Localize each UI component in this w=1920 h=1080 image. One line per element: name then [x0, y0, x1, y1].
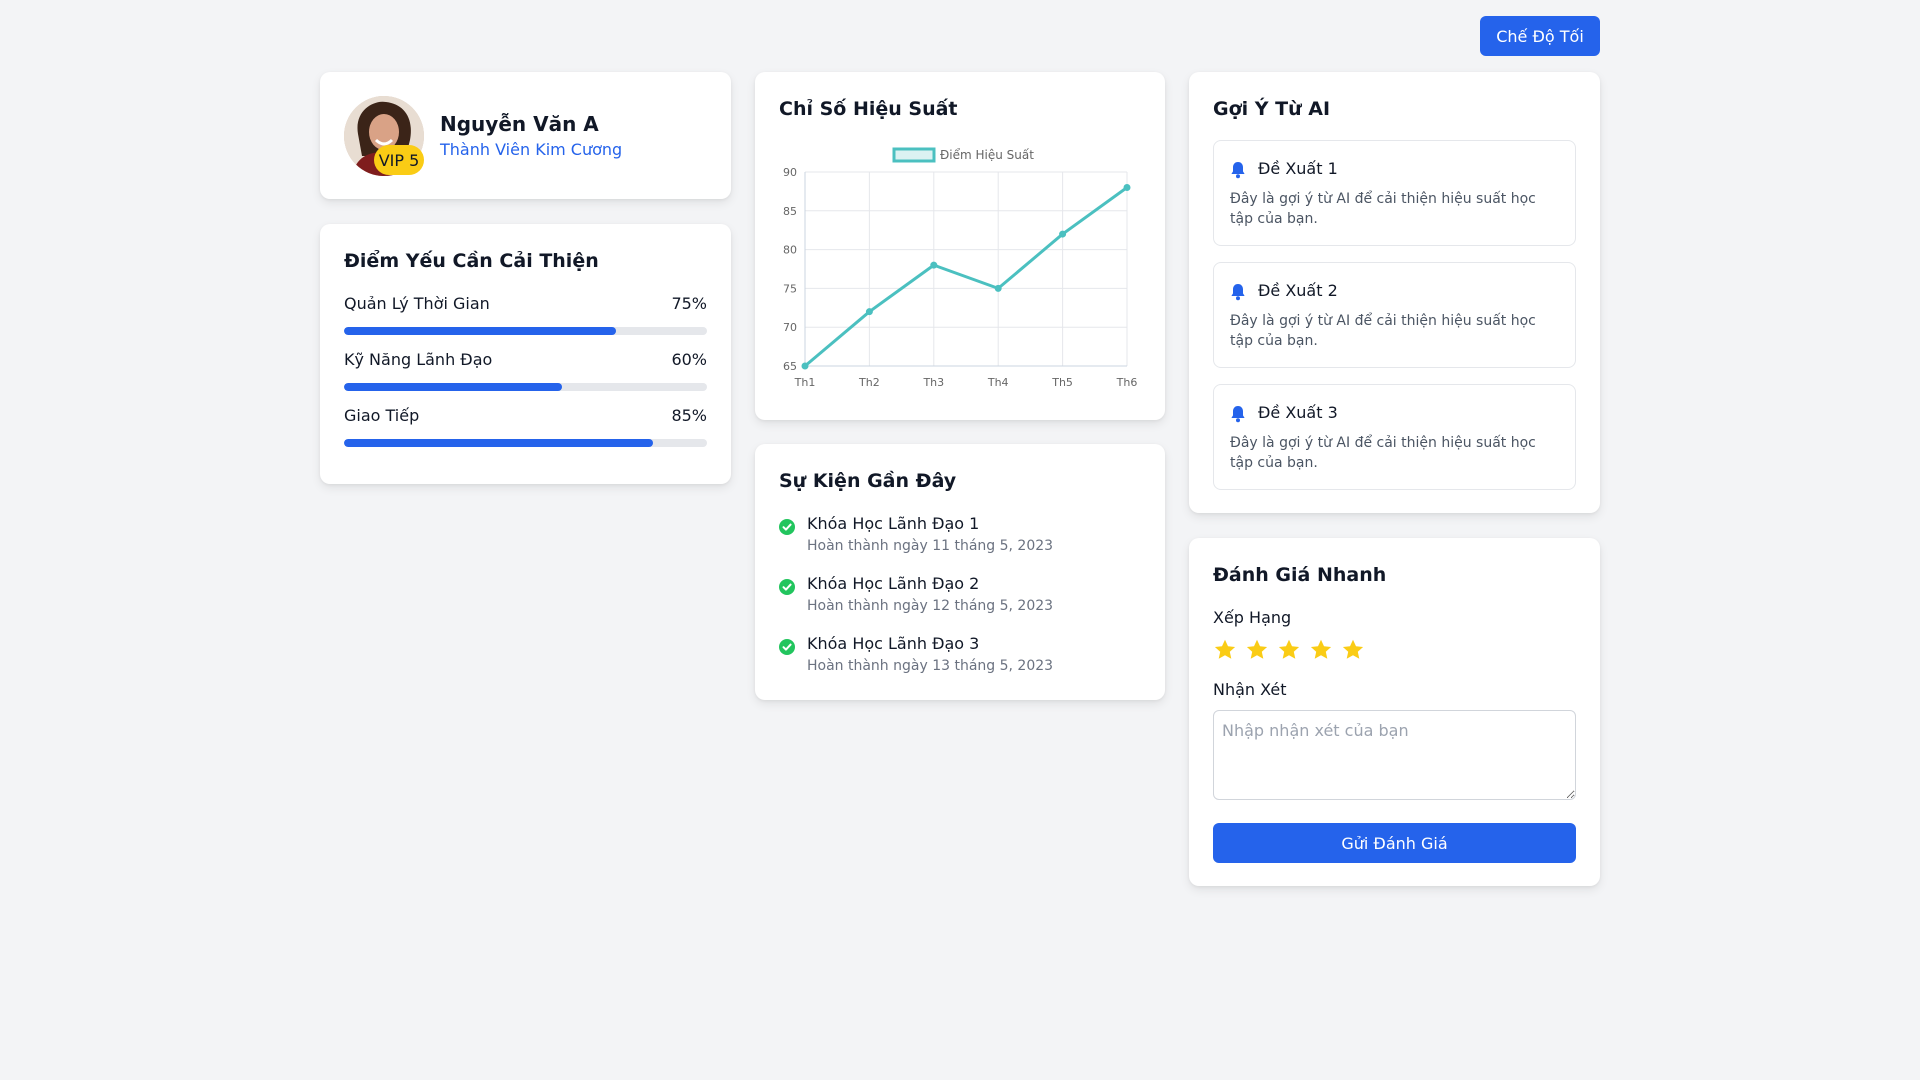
skill-percent: 60% [671, 350, 707, 369]
star-icon[interactable] [1277, 638, 1301, 662]
rating-label: Xếp Hạng [1213, 608, 1292, 627]
recent-events-card: Sự Kiện Gần Đây Khóa Học Lãnh Đạo 1 Hoàn… [755, 444, 1165, 700]
event-date: Hoàn thành ngày 12 tháng 5, 2023 [807, 598, 1054, 614]
weak-points-title: Điểm Yếu Cần Cải Thiện [344, 250, 599, 272]
progress-bar [344, 327, 707, 335]
skill-label: Kỹ Năng Lãnh Đạo [344, 350, 493, 369]
star-rating[interactable] [1213, 638, 1365, 662]
profile-card: VIP 5 Nguyễn Văn A Thành Viên Kim Cương [320, 72, 731, 199]
progress-fill [344, 439, 653, 447]
quick-review-title: Đánh Giá Nhanh [1213, 564, 1387, 586]
y-tick-label: 65 [783, 360, 797, 373]
progress-fill [344, 383, 562, 391]
x-tick-label: Th1 [794, 376, 816, 389]
skill-leadership: Kỹ Năng Lãnh Đạo 60% [344, 350, 707, 391]
membership-tier: Thành Viên Kim Cương [440, 140, 623, 159]
x-tick-label: Th4 [987, 376, 1009, 389]
suggestion-text: Đây là gợi ý từ AI để cải thiện hiệu suấ… [1230, 435, 1536, 471]
performance-chart: 65 70 75 80 85 90 Th1 Th2 Th3 Th4 Th5 Th6 Điểm Hiệu … [783, 147, 1138, 389]
event-title: Khóa Học Lãnh Đạo 3 [807, 634, 980, 653]
legend-swatch [892, 147, 936, 163]
suggestion-title: Đề Xuất 1 [1258, 159, 1338, 178]
suggestion-item[interactable]: Đề Xuất 1 Đây là gợi ý từ AI để cải thiệ… [1213, 140, 1576, 246]
suggestion-title: Đề Xuất 3 [1258, 403, 1338, 422]
star-icon[interactable] [1341, 638, 1365, 662]
data-point [1123, 184, 1131, 192]
ai-suggestions-card: Gợi Ý Từ AI Đề Xuất 1 Đây là gợi ý từ AI… [1189, 72, 1600, 513]
skill-percent: 75% [671, 294, 707, 313]
y-tick-label: 90 [783, 166, 797, 179]
performance-card: 65 70 75 80 85 90 Th1 Th2 Th3 Th4 Th5 Th6 Điểm Hiệu … [755, 72, 1165, 420]
skill-label: Quản Lý Thời Gian [344, 294, 490, 313]
data-point [801, 362, 809, 370]
y-tick-label: 85 [783, 205, 797, 218]
comment-label: Nhận Xét [1213, 680, 1287, 699]
x-tick-label: Th2 [858, 376, 880, 389]
ai-suggestions-title: Gợi Ý Từ AI [1213, 98, 1331, 120]
suggestion-item[interactable]: Đề Xuất 3 Đây là gợi ý từ AI để cải thiệ… [1213, 384, 1576, 490]
progress-bar [344, 383, 707, 391]
performance-title: Chỉ Số Hiệu Suất [779, 98, 958, 120]
quick-review-card: Đánh Giá Nhanh Xếp Hạng Nhận Xét Gửi Đán… [1189, 538, 1600, 886]
skill-communication: Giao Tiếp 85% [344, 406, 707, 447]
series-line [804, 186, 1128, 368]
event-title: Khóa Học Lãnh Đạo 1 [807, 514, 980, 533]
x-tick-label: Th3 [922, 376, 944, 389]
check-circle-icon [779, 579, 795, 595]
suggestion-item[interactable]: Đề Xuất 2 Đây là gợi ý từ AI để cải thiệ… [1213, 262, 1576, 368]
star-icon[interactable] [1245, 638, 1269, 662]
skill-percent: 85% [671, 406, 707, 425]
y-tick-label: 75 [783, 282, 797, 295]
avatar-wrap: VIP 5 [344, 96, 424, 176]
data-point [994, 284, 1002, 292]
event-date: Hoàn thành ngày 11 tháng 5, 2023 [807, 538, 1054, 554]
comment-textarea[interactable] [1213, 710, 1576, 800]
bell-icon [1231, 406, 1245, 423]
check-circle-icon [779, 639, 795, 655]
data-point [1059, 230, 1067, 238]
star-icon[interactable] [1213, 638, 1237, 662]
data-point [865, 308, 873, 316]
progress-fill [344, 327, 617, 335]
suggestion-text: Đây là gợi ý từ AI để cải thiện hiệu suấ… [1230, 313, 1536, 349]
bell-icon [1231, 284, 1245, 301]
progress-bar [344, 439, 707, 447]
suggestion-title: Đề Xuất 2 [1258, 281, 1338, 300]
x-tick-label: Th5 [1051, 376, 1073, 389]
y-tick-label: 70 [783, 321, 797, 334]
event-date: Hoàn thành ngày 13 tháng 5, 2023 [807, 658, 1054, 674]
check-circle-icon [779, 519, 795, 535]
event-title: Khóa Học Lãnh Đạo 2 [807, 574, 980, 593]
submit-review-button[interactable]: Gửi Đánh Giá [1213, 823, 1576, 863]
legend-label: Điểm Hiệu Suất [940, 148, 1034, 162]
y-tick-label: 80 [783, 244, 797, 257]
dark-mode-toggle-button[interactable]: Chế Độ Tối [1480, 16, 1600, 56]
profile-name: Nguyễn Văn A [440, 112, 599, 136]
bell-icon [1231, 162, 1245, 179]
x-tick-label: Th6 [1116, 376, 1138, 389]
recent-events-title: Sự Kiện Gần Đây [779, 470, 957, 492]
skill-label: Giao Tiếp [344, 406, 420, 425]
star-icon[interactable] [1309, 638, 1333, 662]
suggestion-text: Đây là gợi ý từ AI để cải thiện hiệu suấ… [1230, 191, 1536, 227]
skill-time-management: Quản Lý Thời Gian 75% [344, 294, 707, 335]
weak-points-card: Điểm Yếu Cần Cải Thiện Quản Lý Thời Gian… [320, 224, 731, 484]
data-point [930, 261, 938, 269]
vip-badge: VIP 5 [374, 145, 424, 175]
